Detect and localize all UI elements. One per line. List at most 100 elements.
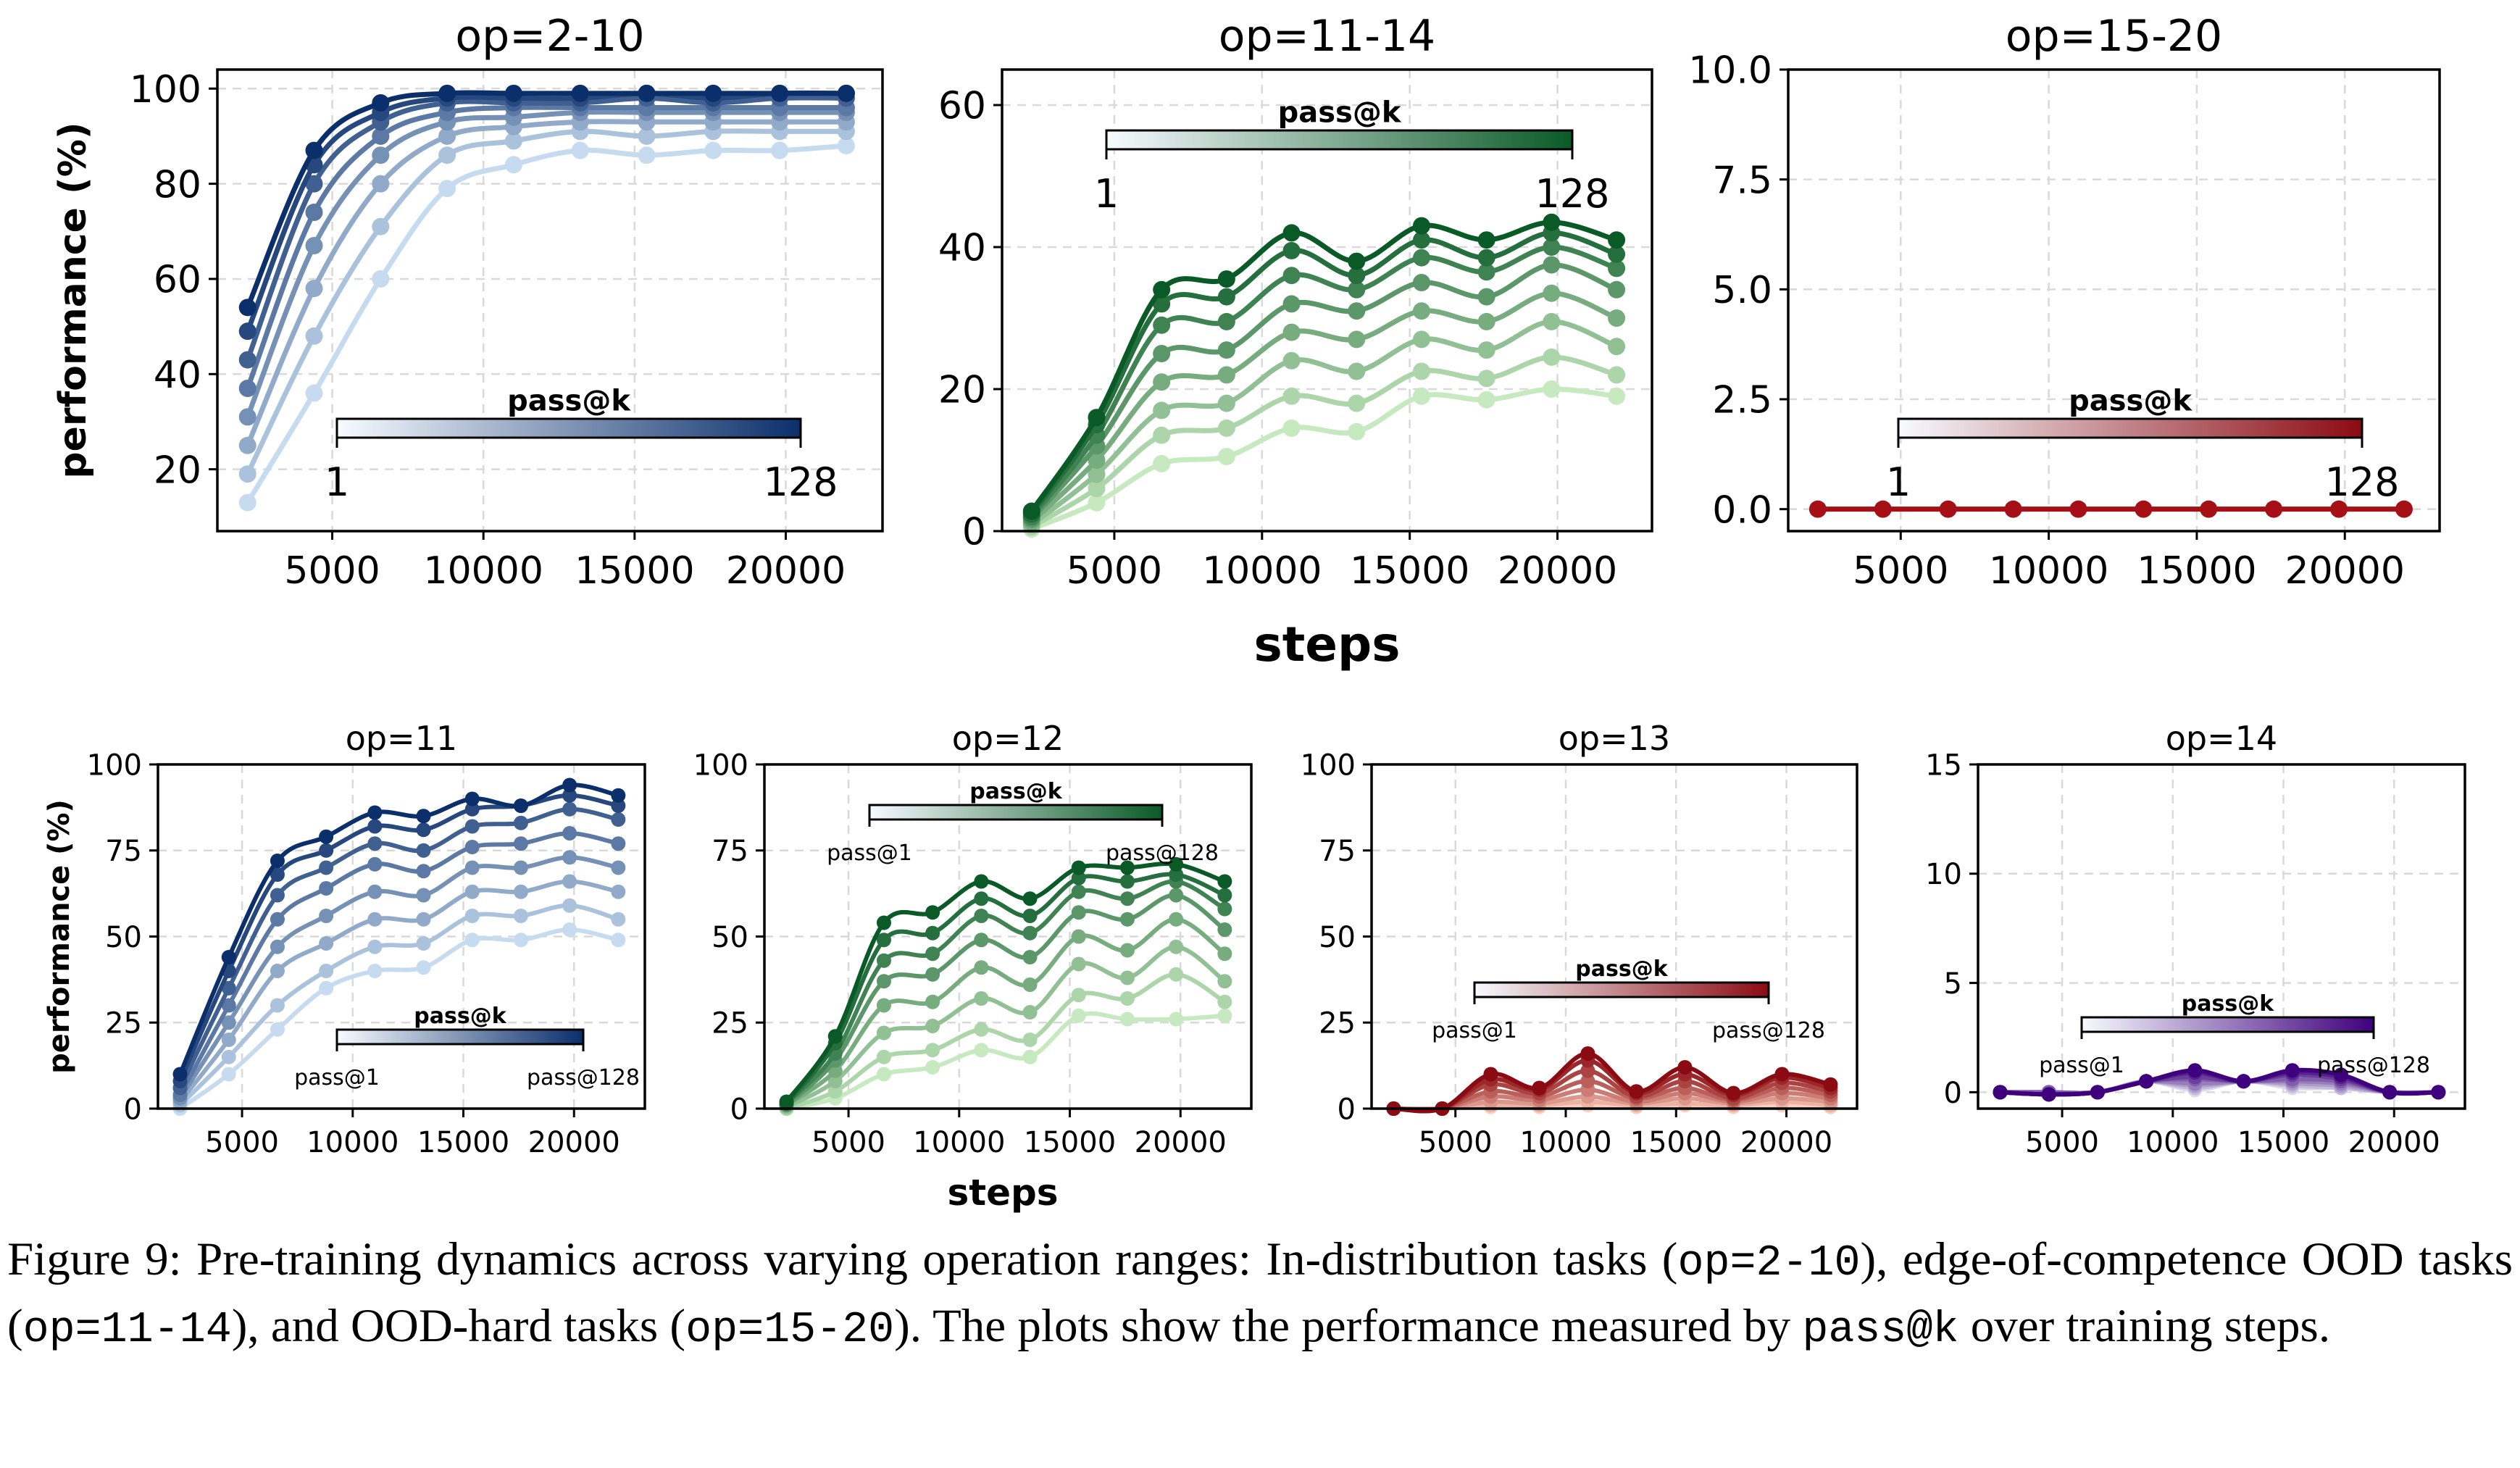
y-tick-label: 60 (938, 85, 986, 128)
data-point (2139, 1074, 2154, 1089)
data-point (319, 909, 334, 923)
data-point (1412, 231, 1430, 249)
data-point (372, 93, 390, 112)
y-tick-label: 20 (154, 449, 201, 492)
data-point (1282, 419, 1301, 437)
panel-op-13: 5000 10000 15000 20000 0 25 50 75 100 op=13 pass@k… (1301, 719, 1858, 1159)
panel-op-11-14: 5000 10000 15000 20000 0 20 40 60 op=11-14 steps p… (938, 11, 1653, 672)
series-line (1393, 1051, 1832, 1114)
x-tick-label: 10000 (913, 1126, 1005, 1159)
data-point (1580, 1074, 1595, 1088)
data-point (2285, 1063, 2300, 1078)
data-point (562, 777, 577, 793)
y-axis-label: performance (%) (51, 122, 95, 478)
data-point (438, 180, 456, 198)
series-line (785, 917, 1227, 1107)
data-point (367, 836, 383, 851)
legend-colorbar (1473, 981, 1770, 998)
data-point (1071, 1008, 1086, 1023)
data-point (1071, 860, 1086, 875)
series-line (178, 855, 619, 1100)
y-tick-label: 75 (105, 835, 142, 868)
y-tick-label: 40 (938, 227, 986, 270)
data-point (1217, 288, 1235, 306)
legend-title: pass@k (1575, 956, 1668, 982)
y-tick-label: 100 (87, 748, 142, 782)
x-tick-label: 10000 (1519, 1126, 1611, 1159)
data-point (1071, 905, 1086, 920)
x-axis-label: steps (1253, 617, 1400, 672)
series-line (1030, 354, 1618, 530)
y-tick-label: 10 (1925, 858, 1962, 891)
data-point (513, 933, 528, 948)
y-tick-label: 25 (712, 1007, 748, 1040)
data-point (238, 408, 256, 426)
legend-colorbar (1897, 417, 2363, 439)
data-point (1022, 891, 1038, 906)
data-point (372, 127, 390, 145)
caption-text-5: over training steps. (1958, 1300, 2331, 1352)
data-point (367, 856, 383, 872)
series-line (178, 903, 619, 1107)
data-point (1874, 500, 1892, 518)
data-point (1412, 330, 1430, 349)
caption-text-2: ), edge-of-competence OOD tasks ( (7, 1233, 2513, 1352)
data-point (416, 936, 431, 951)
data-point (638, 127, 656, 145)
data-point (305, 280, 323, 298)
data-point (305, 327, 323, 345)
series-line (1393, 1094, 1831, 1112)
data-point (1088, 480, 1106, 498)
data-point (1477, 391, 1495, 409)
chart-title: op=11-14 (1219, 11, 1435, 62)
x-tick-label: 15000 (417, 1126, 509, 1159)
y-tick-label: 5 (1944, 967, 1962, 1001)
data-point (1153, 280, 1171, 299)
x-tick-label: 10000 (1202, 549, 1322, 593)
legend-label-right: pass@128 (527, 1065, 640, 1090)
data-point (270, 998, 285, 1013)
series-line (785, 1011, 1225, 1111)
chart-title: op=13 (1559, 719, 1670, 758)
y-tick-label: 50 (105, 921, 142, 954)
data-point (270, 867, 285, 882)
data-point (2004, 500, 2022, 518)
data-point (2200, 500, 2218, 518)
data-point (1071, 884, 1086, 899)
legend-label-right: 128 (2324, 459, 2399, 505)
data-point (571, 141, 589, 159)
data-point (416, 888, 431, 903)
data-point (925, 1043, 940, 1058)
y-tick-label: 50 (1319, 921, 1356, 954)
legend-colorbar (1105, 129, 1574, 151)
data-point (1022, 977, 1038, 992)
data-point (1119, 874, 1135, 889)
data-point (1726, 1085, 1741, 1101)
data-point (367, 964, 383, 978)
y-tick-label: 0 (730, 1093, 748, 1126)
data-point (1412, 274, 1430, 291)
y-tick-label: 50 (712, 921, 748, 954)
legend-label-left: pass@1 (2039, 1053, 2124, 1078)
x-tick-label: 20000 (1498, 549, 1617, 593)
data-point (1543, 284, 1561, 302)
data-point (372, 146, 390, 164)
y-tick-label: 10.0 (1688, 49, 1772, 93)
data-point (1282, 323, 1301, 341)
data-point (1348, 280, 1366, 299)
data-point (504, 84, 522, 102)
y-tick-label: 5.0 (1712, 269, 1772, 312)
data-point (1088, 493, 1106, 512)
data-point (416, 960, 431, 975)
data-point (638, 84, 656, 102)
x-tick-label: 10000 (1989, 549, 2108, 593)
data-point (1217, 448, 1235, 466)
data-point (562, 801, 577, 817)
data-point (827, 1029, 843, 1044)
data-point (1629, 1084, 1644, 1099)
data-point (504, 156, 522, 174)
data-point (1282, 241, 1301, 259)
data-point (876, 998, 891, 1013)
data-point (1543, 238, 1561, 256)
data-point (1119, 943, 1135, 958)
